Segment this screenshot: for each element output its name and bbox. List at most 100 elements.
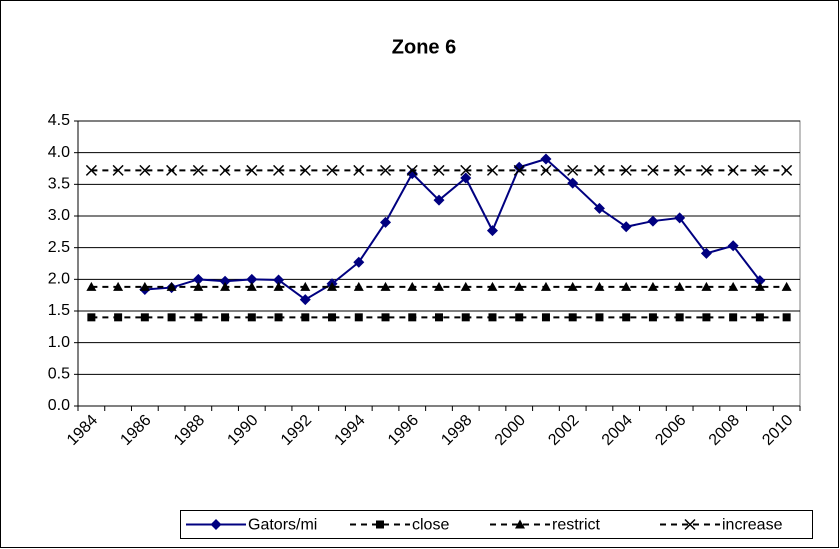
data-point xyxy=(567,281,578,291)
data-point xyxy=(540,164,552,176)
data-point xyxy=(219,275,231,287)
y-tick-label: 1.5 xyxy=(48,302,70,319)
data-point xyxy=(192,164,204,176)
data-point xyxy=(192,273,204,285)
legend-marker xyxy=(684,518,696,531)
data-point xyxy=(166,281,177,291)
data-point xyxy=(541,313,550,322)
data-point xyxy=(353,164,365,176)
data-point xyxy=(674,281,685,291)
data-point xyxy=(568,313,577,322)
data-point xyxy=(85,164,97,176)
legend-label: increase xyxy=(722,517,783,534)
data-point xyxy=(727,164,739,176)
data-point xyxy=(112,164,124,176)
data-point xyxy=(220,281,231,291)
data-point xyxy=(487,281,498,291)
y-tick-label: 2.0 xyxy=(48,271,70,288)
data-point xyxy=(408,313,417,322)
data-point xyxy=(460,281,471,291)
legend-marker xyxy=(515,519,525,529)
data-point xyxy=(140,313,149,322)
data-point xyxy=(620,164,632,176)
data-point xyxy=(648,313,657,322)
data-point xyxy=(754,281,765,291)
data-point xyxy=(273,164,285,176)
y-tick-label: 1.0 xyxy=(48,334,70,351)
data-point xyxy=(301,313,310,322)
chart-title: Zone 6 xyxy=(392,36,456,58)
data-point xyxy=(139,164,151,176)
data-point xyxy=(674,164,686,176)
data-point xyxy=(406,164,418,176)
data-point xyxy=(299,294,311,306)
legend-label: restrict xyxy=(552,517,601,534)
data-point xyxy=(380,281,391,291)
y-tick-label: 3.5 xyxy=(48,176,70,193)
data-point xyxy=(486,164,499,176)
plot-area xyxy=(77,120,801,407)
data-point xyxy=(327,281,338,291)
data-point xyxy=(701,281,712,291)
data-point xyxy=(460,164,472,176)
data-point xyxy=(219,164,231,176)
data-point xyxy=(166,164,178,176)
data-point xyxy=(782,313,791,322)
data-point xyxy=(433,194,445,206)
data-point xyxy=(246,281,257,291)
data-point xyxy=(299,164,311,176)
data-point xyxy=(540,281,551,291)
legend-label: Gators/mi xyxy=(248,517,317,534)
data-point xyxy=(514,281,525,291)
data-point xyxy=(193,281,204,291)
data-point xyxy=(675,313,684,322)
data-point xyxy=(567,177,579,189)
data-point xyxy=(488,313,497,322)
data-point xyxy=(379,164,392,176)
data-point xyxy=(353,281,364,291)
legend-label: close xyxy=(412,517,449,534)
data-point xyxy=(567,164,579,176)
data-point xyxy=(622,313,631,322)
data-point xyxy=(593,164,605,176)
data-point xyxy=(300,281,311,291)
legend: Gators/mi close restrict increase xyxy=(180,510,813,539)
data-point xyxy=(595,313,604,322)
data-point xyxy=(114,313,123,322)
y-tick-label: 4.5 xyxy=(48,112,70,129)
data-point xyxy=(594,281,605,291)
data-point xyxy=(620,221,632,233)
data-point xyxy=(647,215,659,227)
data-point xyxy=(86,281,97,291)
data-point xyxy=(381,313,390,322)
data-point xyxy=(647,164,659,176)
data-point xyxy=(754,275,766,287)
data-point xyxy=(434,281,444,291)
data-point xyxy=(460,172,472,184)
data-point xyxy=(647,281,658,291)
legend-marker xyxy=(376,520,384,529)
y-tick-label: 2.5 xyxy=(48,239,70,256)
data-point xyxy=(755,313,764,322)
data-point xyxy=(113,281,124,291)
data-point xyxy=(729,313,738,322)
data-point xyxy=(513,164,525,176)
data-point xyxy=(273,281,284,291)
data-point xyxy=(486,225,498,237)
data-point xyxy=(326,164,338,176)
data-point xyxy=(328,313,337,322)
data-point xyxy=(194,313,203,322)
data-point xyxy=(247,313,256,322)
data-point xyxy=(674,212,686,224)
data-point xyxy=(273,274,285,286)
data-point xyxy=(461,313,470,322)
y-tick-label: 0.0 xyxy=(48,397,70,414)
data-point xyxy=(700,164,712,176)
y-tick-label: 4.0 xyxy=(48,144,70,161)
data-point xyxy=(353,256,365,268)
data-point xyxy=(700,247,712,259)
data-point xyxy=(781,281,792,291)
data-point xyxy=(221,313,230,322)
data-point xyxy=(781,164,793,176)
data-point xyxy=(540,153,552,165)
